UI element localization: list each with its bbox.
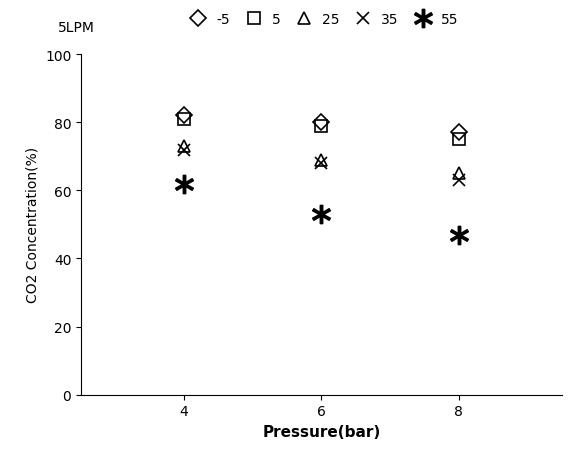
Legend: -5, 5, 25, 35, 55: -5, 5, 25, 35, 55 — [179, 8, 464, 33]
X-axis label: Pressure(bar): Pressure(bar) — [262, 424, 380, 439]
Text: 5LPM: 5LPM — [58, 21, 95, 34]
Y-axis label: CO2 Concentration(%): CO2 Concentration(%) — [25, 147, 39, 303]
